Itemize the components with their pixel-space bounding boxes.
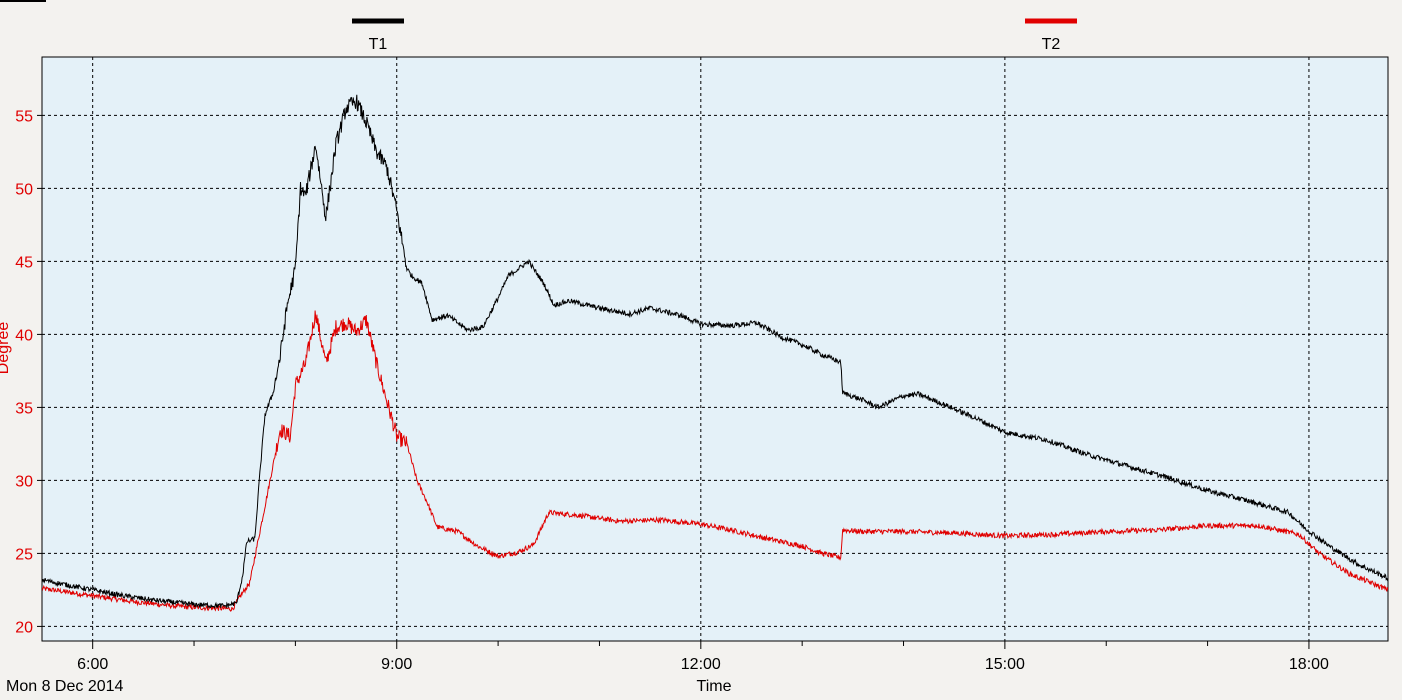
legend: T1 T2: [352, 18, 1077, 53]
y-tick-label: 40: [15, 327, 33, 344]
x-tick-label: 12:00: [681, 656, 721, 673]
legend-label-t1: T1: [369, 36, 388, 53]
y-tick-label: 45: [15, 254, 33, 271]
legend-label-t2: T2: [1042, 36, 1061, 53]
y-tick-label: 50: [15, 181, 33, 198]
series-line-t2: [42, 310, 1388, 612]
x-tick-label: 9:00: [381, 656, 412, 673]
series-line-t1: [42, 94, 1388, 610]
series-lines: [42, 94, 1388, 612]
x-tick-label: 18:00: [1289, 656, 1329, 673]
y-tick-label: 30: [15, 473, 33, 490]
date-label: Mon 8 Dec 2014: [6, 678, 124, 695]
y-tick-label: 35: [15, 400, 33, 417]
y-axis-label: Degree: [0, 322, 12, 375]
x-axis: 6:00 9:00 12:00 15:00 18:00: [77, 641, 1329, 673]
y-axis: 20 25 30 35 40 45 50 55: [15, 108, 42, 636]
plot-area: [41, 56, 1389, 642]
x-tick-label: 6:00: [77, 656, 108, 673]
y-tick-label: 20: [15, 619, 33, 636]
x-axis-label: Time: [697, 678, 732, 695]
y-tick-label: 55: [15, 108, 33, 125]
y-tick-label: 25: [15, 546, 33, 563]
grid-lines: [42, 57, 1388, 641]
x-tick-label: 15:00: [985, 656, 1025, 673]
window-corner-mark: [0, 0, 46, 2]
